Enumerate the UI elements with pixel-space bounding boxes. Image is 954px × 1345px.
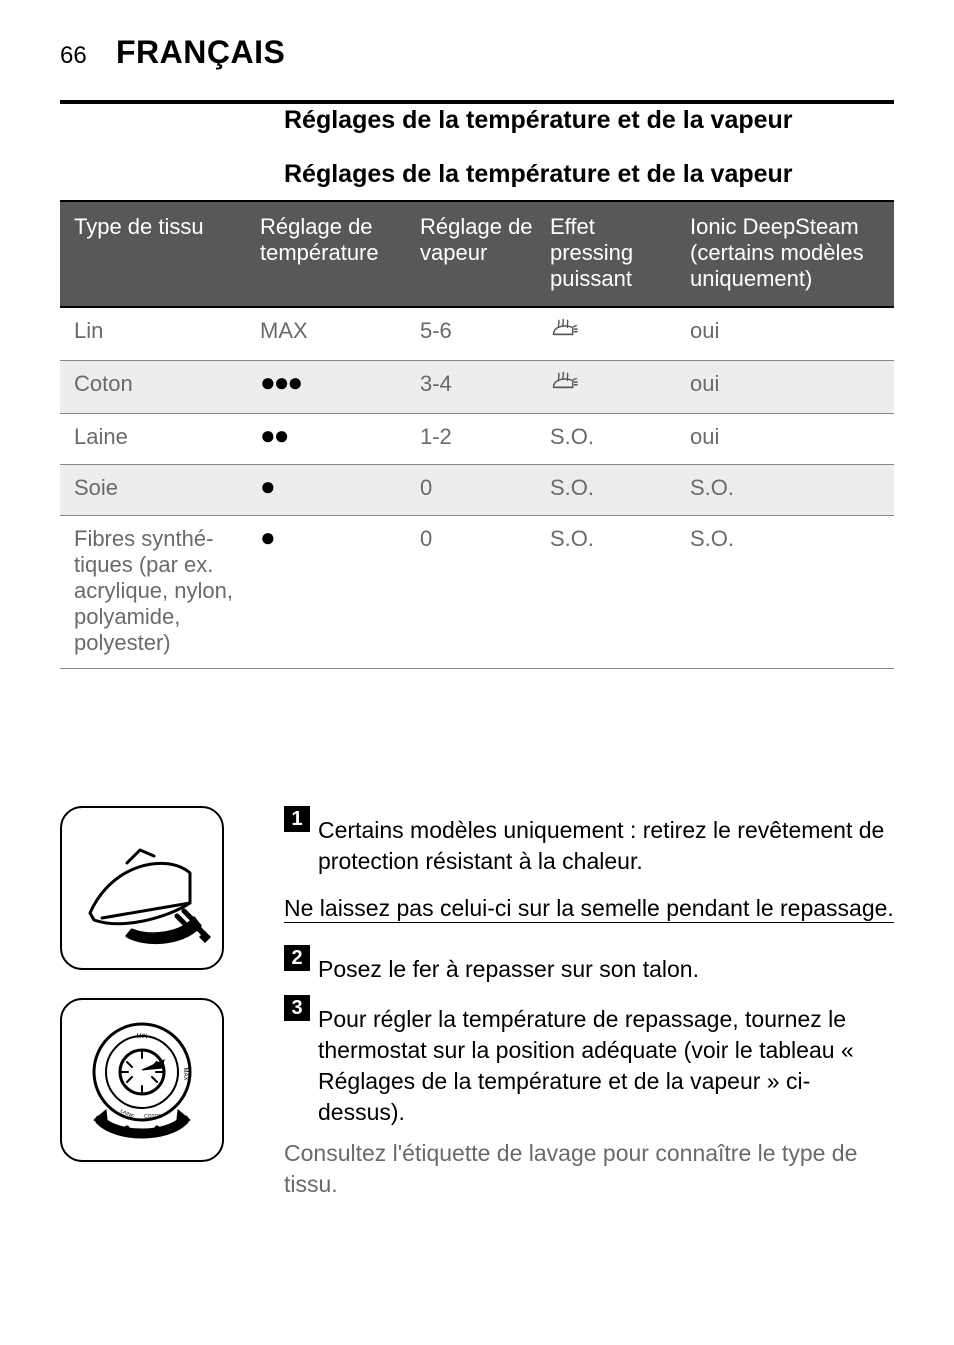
- cell-temperature: ●: [260, 526, 420, 554]
- table-caption: Réglages de la température et de la vape…: [284, 160, 793, 189]
- col-header-shot: Effet pressing puissant: [550, 214, 690, 292]
- col-header-fabric: Type de tissu: [60, 214, 260, 292]
- cell-steam: 5-6: [420, 318, 550, 344]
- svg-text:COTON: COTON: [144, 1114, 162, 1120]
- step-1-number: 1: [284, 806, 310, 832]
- steam-shot-icon: [550, 375, 578, 400]
- figure-column: MIN MAX LAINE COTON: [60, 806, 224, 1190]
- cell-fabric: Coton: [60, 371, 260, 397]
- temperature-dots-icon: ●: [260, 471, 274, 501]
- section-heading: Réglages de la température et de la vape…: [284, 106, 793, 135]
- section-rule: [60, 100, 894, 104]
- temperature-dots-icon: ●●: [260, 420, 287, 450]
- cell-temperature: ●●●: [260, 371, 420, 399]
- col-header-steam: Réglage de va­peur: [420, 214, 550, 292]
- settings-table: Type de tissu Réglage de tempéra­ture Ré…: [60, 200, 894, 669]
- cell-fabric: Fibres synthé­tiques (par ex. acrylique,…: [60, 526, 260, 656]
- cell-ionic: oui: [690, 318, 894, 344]
- cell-ionic: S.O.: [690, 475, 894, 501]
- steam-shot-icon: [550, 322, 578, 347]
- followup-text: Consultez l'étiquette de lavage pour con…: [284, 1138, 894, 1200]
- cell-steam: 1-2: [420, 424, 550, 450]
- note-text: Ne laissez pas celui-ci sur la semelle p…: [284, 895, 894, 923]
- instruction-text-column: 1 Certains modèles uniquement : retirez …: [284, 806, 894, 1200]
- figure-remove-cover: [60, 806, 224, 970]
- cell-temperature: ●●: [260, 424, 420, 452]
- cell-steam: 0: [420, 526, 550, 552]
- table-row: Fibres synthé­tiques (par ex. acrylique,…: [60, 516, 894, 669]
- cell-ionic: oui: [690, 424, 894, 450]
- temperature-dots-icon: ●: [260, 522, 274, 552]
- note-line: Ne laissez pas celui-ci sur la semelle p…: [284, 887, 894, 931]
- language-title: FRANÇAIS: [116, 34, 285, 71]
- cell-steam: 3-4: [420, 371, 550, 397]
- table-row: Coton●●●3-4 oui: [60, 361, 894, 414]
- cell-temperature: ●: [260, 475, 420, 503]
- cell-ionic: oui: [690, 371, 894, 397]
- figure-temperature-dial: MIN MAX LAINE COTON: [60, 998, 224, 1162]
- cell-ionic: S.O.: [690, 526, 894, 552]
- cell-shot: [550, 318, 690, 348]
- step-2-number: 2: [284, 945, 310, 971]
- iron-remove-cover-icon: [72, 818, 212, 958]
- temperature-dial-icon: MIN MAX LAINE COTON: [72, 1010, 212, 1150]
- temperature-dots-icon: ●●●: [260, 367, 301, 397]
- cell-shot: S.O.: [550, 526, 690, 552]
- table-header-row: Type de tissu Réglage de tempéra­ture Ré…: [60, 202, 894, 308]
- table-row: LinMAX5-6 oui: [60, 308, 894, 361]
- cell-temperature: MAX: [260, 318, 420, 344]
- step-2-text: Posez le fer à repasser sur son talon.: [284, 954, 894, 985]
- page-number: 66: [60, 42, 87, 70]
- cell-fabric: Lin: [60, 318, 260, 344]
- svg-text:MIN: MIN: [137, 1034, 148, 1040]
- step-3-text: Pour régler la température de repassage,…: [284, 1004, 894, 1128]
- table-row: Laine●●1-2S.O.oui: [60, 414, 894, 465]
- cell-fabric: Laine: [60, 424, 260, 450]
- step-1-text: Certains modèles uniquement : retirez le…: [284, 815, 894, 877]
- cell-shot: [550, 371, 690, 401]
- col-header-temp: Réglage de tempéra­ture: [260, 214, 420, 292]
- table-row: Soie●0S.O.S.O.: [60, 465, 894, 516]
- step-3-number: 3: [284, 995, 310, 1021]
- cell-shot: S.O.: [550, 475, 690, 501]
- svg-text:MAX: MAX: [182, 1067, 188, 1080]
- cell-fabric: Soie: [60, 475, 260, 501]
- cell-shot: S.O.: [550, 424, 690, 450]
- col-header-ionic: Ionic DeepS­team (certains modèles uni­q…: [690, 214, 894, 292]
- cell-steam: 0: [420, 475, 550, 501]
